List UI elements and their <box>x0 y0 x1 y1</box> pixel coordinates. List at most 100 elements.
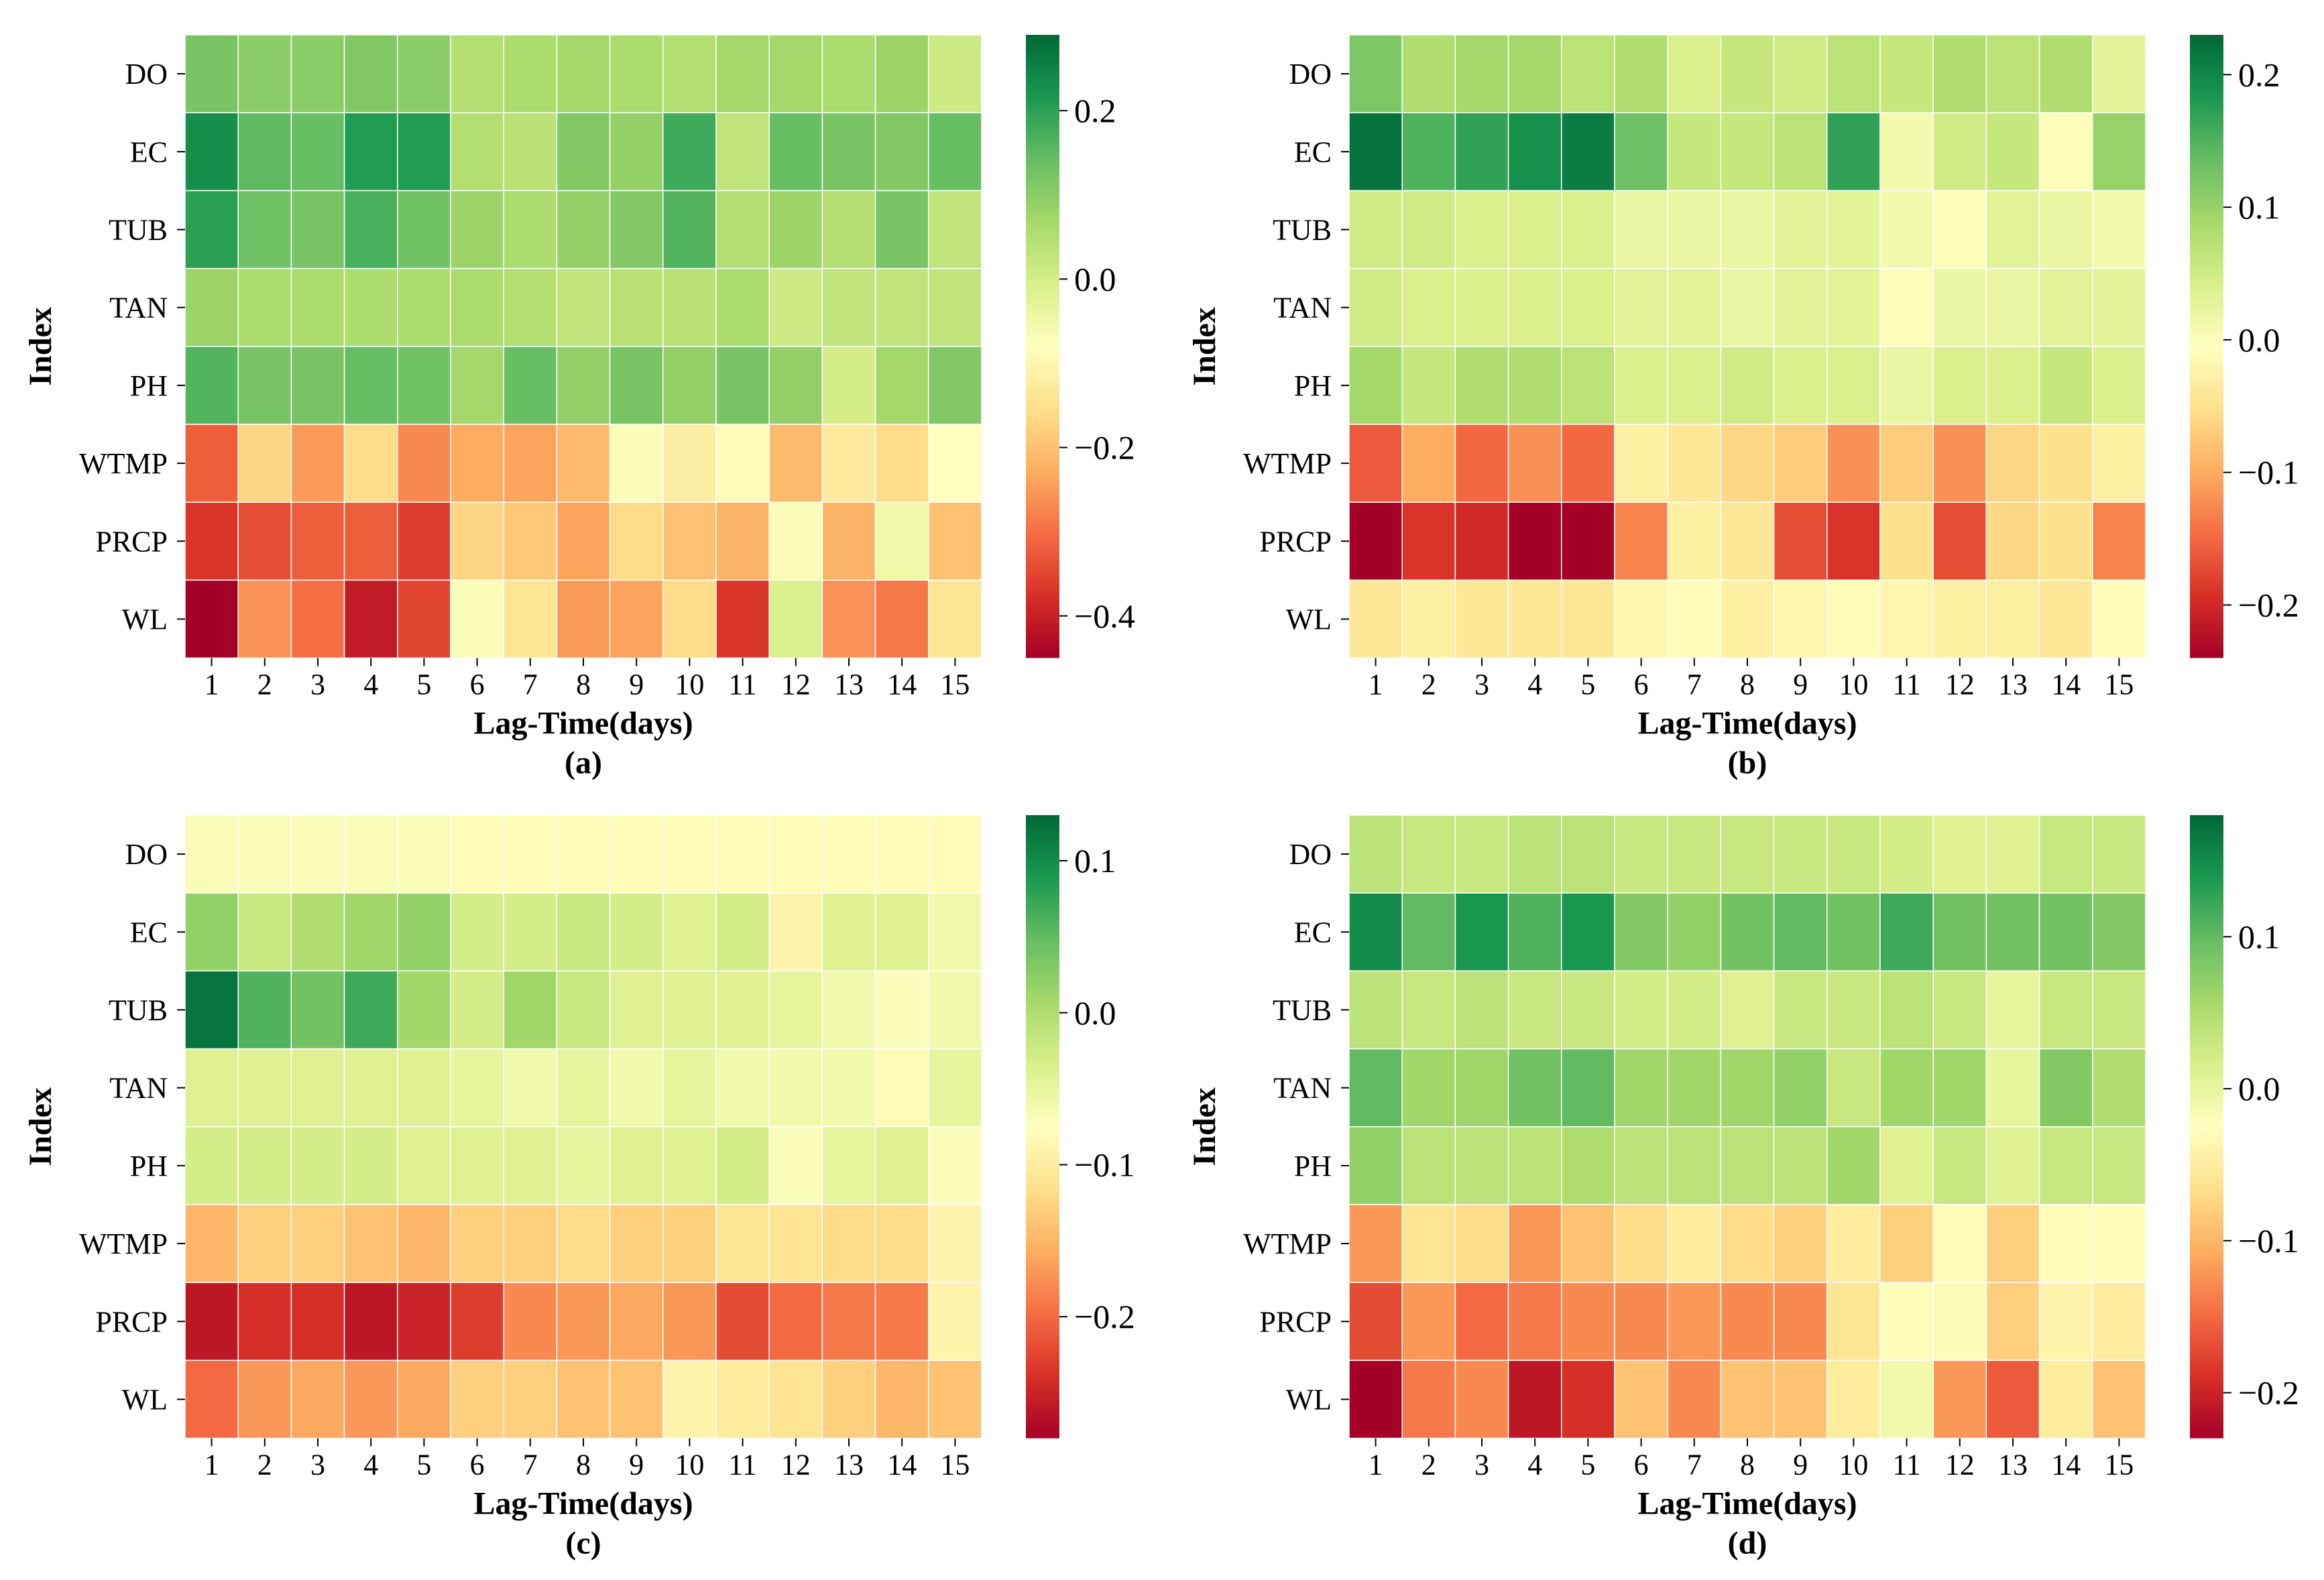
heatmap-cell <box>928 1126 982 1205</box>
panel-label: (b) <box>1728 745 1767 781</box>
x-tick-label: 13 <box>834 668 864 701</box>
heatmap-cell <box>503 34 558 113</box>
y-tick-label: DO <box>125 58 168 90</box>
heatmap-cell <box>1348 1359 1403 1439</box>
heatmap-cell <box>874 814 929 894</box>
heatmap-cell <box>290 267 345 347</box>
x-tick-label: 1 <box>1369 668 1383 701</box>
x-axis-label: Lag-Time(days) <box>473 706 693 741</box>
heatmap-cell <box>184 190 239 269</box>
heatmap-cell <box>184 892 239 972</box>
heatmap-cell <box>343 34 398 113</box>
heatmap-cell <box>1826 1282 1881 1361</box>
heatmap-cell <box>768 112 823 192</box>
heatmap-cell <box>1561 34 1615 113</box>
x-tick-label: 3 <box>310 668 325 701</box>
x-tick-label: 15 <box>2104 1449 2134 1481</box>
x-tick-label: 7 <box>1687 668 1702 701</box>
heatmap-cell <box>450 190 504 269</box>
heatmap-cell <box>237 1282 292 1361</box>
heatmap-cell <box>662 112 717 192</box>
heatmap-cell <box>184 34 239 113</box>
heatmap-cell <box>184 112 239 192</box>
heatmap-cell <box>290 1204 345 1283</box>
heatmap-cell <box>343 190 398 269</box>
heatmap-cell <box>1348 970 1403 1050</box>
heatmap-cell <box>1879 1204 1934 1283</box>
heatmap-cell <box>556 112 611 192</box>
heatmap-cell <box>1667 970 1722 1050</box>
heatmap-cell <box>503 1204 558 1283</box>
heatmap-cell <box>821 190 876 269</box>
heatmap-cell <box>928 267 982 347</box>
heatmap-cell <box>1401 1282 1456 1361</box>
heatmap-cell <box>874 970 929 1050</box>
heatmap-cell <box>503 346 558 425</box>
heatmap-cell <box>1614 892 1668 972</box>
x-tick-label: 9 <box>1793 1449 1808 1481</box>
heatmap-cell <box>1561 424 1615 503</box>
heatmap-cell <box>1507 970 1562 1050</box>
heatmap-cell <box>2038 267 2093 347</box>
heatmap-cell <box>237 346 292 425</box>
heatmap-cell <box>1507 1359 1562 1439</box>
heatmap-cell <box>1720 970 1775 1050</box>
colorbar-tick-label: 0.1 <box>2238 918 2280 955</box>
heatmap-cell <box>290 1282 345 1361</box>
heatmap-cell <box>1826 501 1881 581</box>
heatmap-cell <box>450 267 504 347</box>
heatmap-cell <box>343 1282 398 1361</box>
heatmap-cell <box>609 346 664 425</box>
x-tick-label: 2 <box>257 1449 272 1481</box>
heatmap-cell <box>2038 346 2093 425</box>
heatmap-cell <box>237 579 292 659</box>
heatmap-cell <box>1348 34 1403 113</box>
heatmap-cell <box>397 190 451 269</box>
heatmap-cell <box>1614 112 1668 192</box>
heatmap-cell <box>1826 1048 1881 1128</box>
heatmap-cell <box>1667 190 1722 269</box>
x-tick-label: 5 <box>416 1449 431 1481</box>
heatmap-cell <box>556 190 611 269</box>
heatmap-cell <box>1454 267 1509 347</box>
colorbar-tick-label: 0.0 <box>1074 994 1116 1032</box>
heatmap-cell <box>1826 190 1881 269</box>
heatmap-cell <box>237 814 292 894</box>
y-tick-label: WTMP <box>1243 447 1332 480</box>
colorbar-tick-label: 0.2 <box>2238 56 2280 93</box>
heatmap-cell <box>1985 267 2040 347</box>
heatmap-cell <box>928 814 982 894</box>
colorbar-tick-label: −0.2 <box>2238 1374 2299 1412</box>
heatmap-cell <box>503 970 558 1050</box>
x-tick-label: 2 <box>1421 668 1436 701</box>
heatmap-cell <box>503 190 558 269</box>
x-tick-label: 4 <box>1527 668 1542 701</box>
heatmap-cell <box>1614 1204 1668 1283</box>
heatmap-cell <box>1932 814 1987 894</box>
x-tick-label: 4 <box>1527 1449 1542 1481</box>
heatmap-cell <box>1667 1204 1722 1283</box>
heatmap-cell <box>928 190 982 269</box>
heatmap-cell <box>609 112 664 192</box>
heatmap-cell <box>1614 190 1668 269</box>
heatmap-cell <box>662 34 717 113</box>
heatmap-cell <box>768 1282 823 1361</box>
heatmap-cell <box>1454 1282 1509 1361</box>
heatmap-cell <box>1932 892 1987 972</box>
heatmap-cell <box>397 892 451 972</box>
colorbar-tick-label: 0.0 <box>1074 260 1116 298</box>
x-tick-label: 14 <box>2051 668 2081 701</box>
heatmap-cell <box>1348 1126 1403 1205</box>
heatmap-cell <box>290 424 345 503</box>
x-tick-label: 12 <box>1945 1449 1975 1481</box>
heatmap-cell <box>1720 579 1775 659</box>
heatmap-cell <box>503 424 558 503</box>
heatmap-cells <box>184 814 982 1439</box>
colorbar-tick-label: −0.4 <box>1074 597 1135 635</box>
heatmap-cell <box>343 579 398 659</box>
heatmap-cell <box>1614 34 1668 113</box>
heatmap-cell <box>928 1204 982 1283</box>
